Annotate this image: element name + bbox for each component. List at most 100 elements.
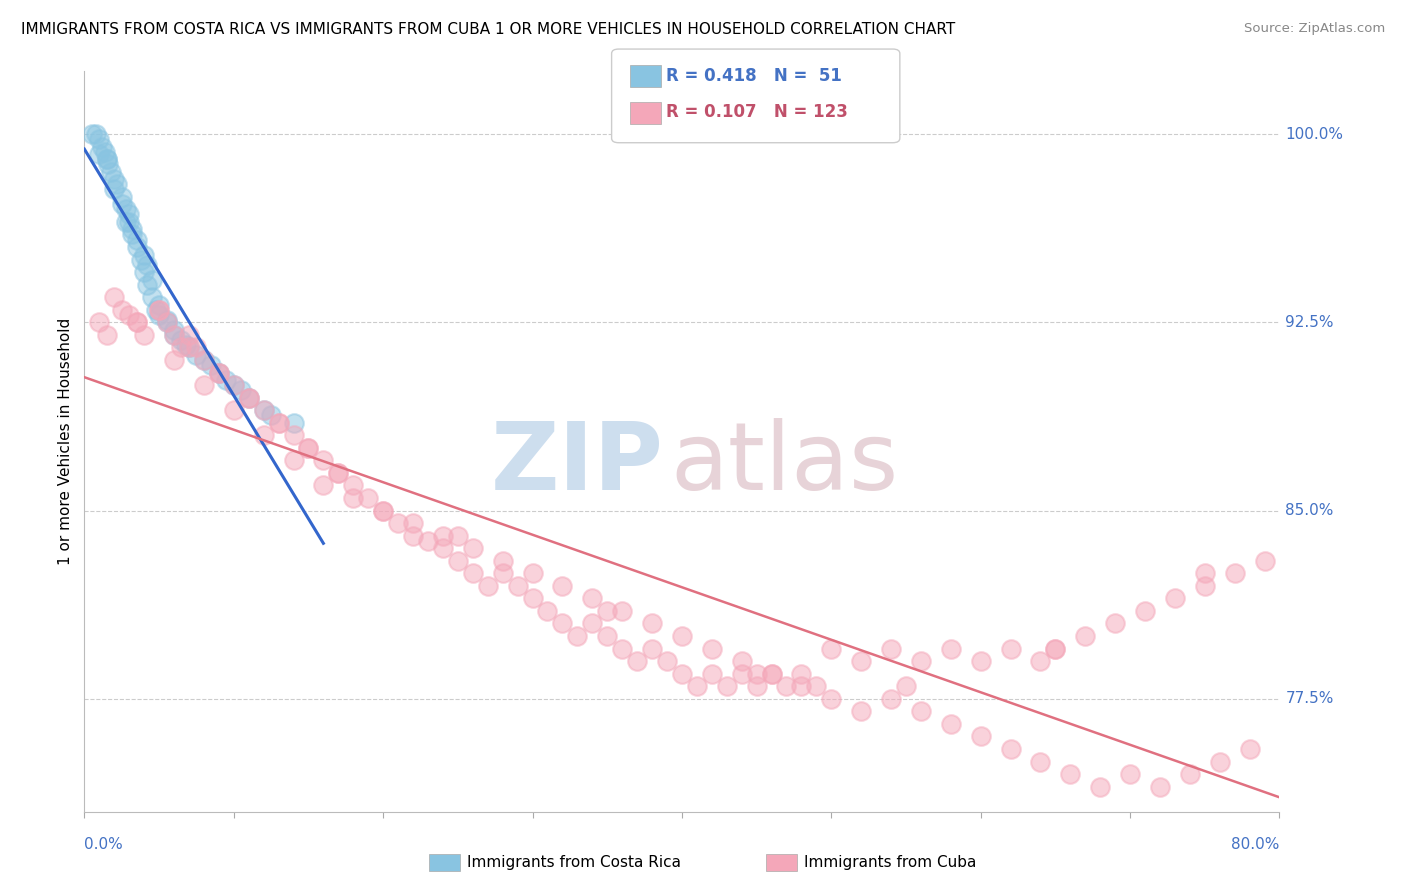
Point (129, 252, 152, 267)
Point (970, 730, 993, 744)
Point (970, 654, 993, 668)
Point (1119, 767, 1142, 781)
Point (612, 641, 634, 656)
Point (186, 348, 208, 362)
Point (163, 353, 186, 368)
Point (567, 629, 589, 643)
Point (283, 428, 305, 442)
Point (1059, 767, 1081, 781)
Point (612, 604, 634, 618)
Point (222, 378, 245, 392)
Point (231, 383, 253, 397)
Point (208, 366, 231, 380)
Point (163, 327, 186, 342)
Point (775, 679, 797, 693)
Text: atlas: atlas (671, 417, 898, 509)
Point (215, 373, 238, 387)
Point (170, 340, 193, 354)
Point (312, 453, 335, 467)
Point (820, 691, 842, 706)
Point (880, 691, 903, 706)
Point (193, 353, 215, 368)
Point (1045, 641, 1067, 656)
Text: ZIP: ZIP (491, 417, 664, 509)
Point (477, 579, 499, 593)
Point (193, 353, 215, 368)
Point (96, 327, 118, 342)
Point (177, 340, 200, 354)
Point (731, 666, 754, 681)
Point (492, 554, 515, 568)
Point (373, 503, 395, 517)
Point (447, 554, 470, 568)
Point (89, 132, 111, 146)
Point (253, 403, 276, 417)
Text: R = 0.107   N = 123: R = 0.107 N = 123 (666, 103, 848, 121)
Point (238, 391, 260, 405)
Point (148, 302, 170, 317)
Point (851, 654, 873, 668)
Point (357, 491, 380, 505)
Point (96, 152, 118, 166)
Point (260, 408, 283, 422)
Point (100, 165, 122, 179)
Point (790, 666, 813, 681)
Y-axis label: 1 or more Vehicles in Household: 1 or more Vehicles in Household (58, 318, 73, 566)
Text: IMMIGRANTS FROM COSTA RICA VS IMMIGRANTS FROM CUBA 1 OR MORE VEHICLES IN HOUSEHO: IMMIGRANTS FROM COSTA RICA VS IMMIGRANTS… (21, 22, 955, 37)
Point (671, 629, 693, 643)
Point (136, 258, 159, 272)
Point (267, 416, 290, 430)
Point (177, 327, 200, 342)
Point (132, 265, 156, 279)
Point (163, 327, 186, 342)
Point (1194, 566, 1216, 581)
Point (145, 302, 167, 317)
Point (910, 654, 932, 668)
Point (1239, 742, 1261, 756)
Point (626, 654, 648, 668)
Point (342, 491, 364, 505)
Point (402, 516, 425, 530)
Point (105, 178, 128, 192)
Point (121, 222, 143, 236)
Point (148, 298, 170, 312)
Point (655, 654, 678, 668)
Point (222, 378, 245, 392)
Point (461, 566, 484, 581)
Point (186, 340, 208, 354)
Point (177, 340, 200, 354)
Point (432, 541, 454, 556)
Point (141, 273, 163, 287)
Point (402, 529, 425, 543)
Point (121, 227, 143, 242)
Point (193, 378, 215, 392)
Point (461, 541, 484, 556)
Point (125, 233, 148, 247)
Point (96, 152, 118, 166)
Point (111, 190, 134, 204)
Point (115, 202, 138, 217)
Point (447, 529, 470, 543)
Point (761, 666, 783, 681)
Point (1133, 604, 1156, 618)
Point (163, 323, 186, 337)
Point (939, 641, 962, 656)
Point (103, 182, 125, 196)
Point (581, 616, 603, 631)
Point (132, 247, 156, 261)
Point (522, 566, 544, 581)
Point (253, 428, 276, 442)
Point (283, 453, 305, 467)
Point (536, 604, 558, 618)
Point (1000, 742, 1022, 756)
Point (97, 157, 120, 171)
Point (790, 679, 813, 693)
Point (111, 302, 134, 317)
Point (1045, 641, 1067, 656)
Point (118, 207, 141, 221)
Point (596, 604, 619, 618)
Text: 0.0%: 0.0% (84, 837, 124, 852)
Point (851, 704, 873, 718)
Point (125, 315, 148, 329)
Point (820, 641, 842, 656)
